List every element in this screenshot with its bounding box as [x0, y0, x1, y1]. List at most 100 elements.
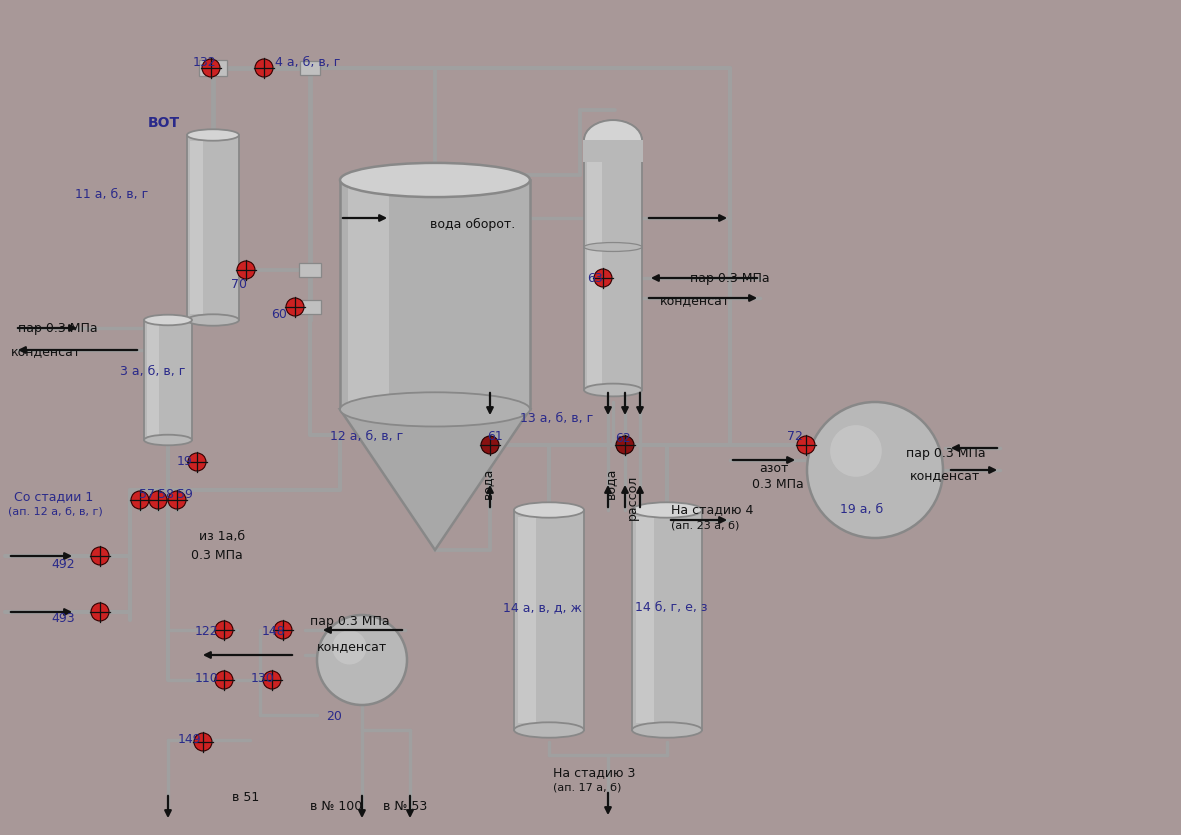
Ellipse shape	[632, 503, 702, 518]
Circle shape	[317, 615, 407, 705]
Text: 72: 72	[787, 430, 803, 443]
Text: 20: 20	[326, 710, 341, 723]
Bar	[583, 140, 642, 162]
Text: пар 0.3 МПа: пар 0.3 МПа	[18, 322, 98, 335]
Circle shape	[168, 491, 185, 509]
Bar	[632, 510, 702, 730]
Text: 122: 122	[195, 625, 218, 638]
Ellipse shape	[514, 722, 583, 737]
Circle shape	[131, 491, 149, 509]
Text: 130: 130	[252, 672, 275, 685]
Circle shape	[188, 453, 205, 471]
Circle shape	[91, 547, 109, 565]
Ellipse shape	[187, 129, 239, 141]
Text: 148: 148	[262, 625, 286, 638]
Bar	[514, 510, 583, 730]
Text: 12 а, б, в, г: 12 а, б, в, г	[329, 430, 403, 443]
Text: вода: вода	[481, 468, 494, 499]
Ellipse shape	[583, 242, 642, 251]
Circle shape	[594, 269, 612, 287]
Bar	[518, 517, 536, 723]
Text: 57: 57	[139, 488, 155, 501]
Text: 149: 149	[178, 733, 202, 746]
Bar	[583, 140, 642, 390]
Text: (ап. 12 а, б, в, г): (ап. 12 а, б, в, г)	[8, 507, 103, 517]
Text: 0.3 МПа: 0.3 МПа	[191, 549, 243, 562]
Circle shape	[215, 671, 233, 689]
Ellipse shape	[144, 435, 193, 445]
Ellipse shape	[583, 383, 642, 397]
Text: азот: азот	[759, 462, 789, 475]
Text: На стадию 4: На стадию 4	[671, 503, 753, 516]
Text: вода оборот.: вода оборот.	[430, 218, 515, 231]
Text: пар 0.3 МПа: пар 0.3 МПа	[690, 272, 770, 285]
Bar	[587, 145, 602, 385]
Bar	[146, 324, 159, 437]
Text: 62: 62	[615, 432, 631, 445]
Text: 14 б, г, е, з: 14 б, г, е, з	[635, 601, 707, 614]
Bar	[347, 185, 390, 404]
Text: (ап. 17 а, б): (ап. 17 а, б)	[553, 782, 621, 792]
Circle shape	[332, 630, 366, 665]
Circle shape	[255, 59, 273, 77]
Circle shape	[215, 621, 233, 639]
Text: Со стадии 1: Со стадии 1	[14, 490, 93, 503]
Text: 61: 61	[487, 430, 503, 443]
Text: конденсат: конденсат	[317, 640, 387, 653]
Text: 19: 19	[177, 455, 193, 468]
Text: конденсат: конденсат	[11, 345, 81, 358]
Text: 19 а, б: 19 а, б	[840, 503, 883, 516]
Circle shape	[237, 261, 255, 279]
Ellipse shape	[340, 163, 530, 197]
Bar	[299, 263, 321, 277]
Bar	[190, 140, 203, 315]
Text: в 51: в 51	[231, 791, 260, 804]
Ellipse shape	[187, 314, 239, 326]
Text: 58: 58	[158, 488, 174, 501]
Text: 60: 60	[270, 308, 287, 321]
Bar	[187, 135, 239, 320]
Circle shape	[616, 436, 634, 454]
Text: 0.3 МПа: 0.3 МПа	[752, 478, 804, 491]
Ellipse shape	[583, 120, 642, 161]
Text: вода: вода	[603, 468, 616, 499]
Text: 132: 132	[193, 56, 216, 69]
Text: 110: 110	[195, 672, 218, 685]
Circle shape	[481, 436, 500, 454]
Ellipse shape	[583, 120, 642, 161]
Text: в № 100: в № 100	[309, 800, 363, 813]
Bar	[637, 517, 654, 723]
Text: На стадию 3: На стадию 3	[553, 766, 635, 779]
Ellipse shape	[514, 503, 583, 518]
Text: 70: 70	[231, 278, 247, 291]
Text: 63: 63	[587, 272, 602, 285]
Bar	[299, 300, 321, 314]
Text: 13 а, б, в, г: 13 а, б, в, г	[520, 412, 593, 425]
Circle shape	[797, 436, 815, 454]
Bar	[200, 60, 227, 76]
Circle shape	[149, 491, 167, 509]
Text: конденсат: конденсат	[911, 469, 980, 482]
Text: (ап. 23 а, б): (ап. 23 а, б)	[671, 520, 739, 530]
Circle shape	[91, 603, 109, 621]
Bar	[144, 320, 193, 440]
Circle shape	[807, 402, 942, 538]
Text: в № 53: в № 53	[383, 800, 428, 813]
Ellipse shape	[144, 315, 193, 326]
Circle shape	[274, 621, 292, 639]
Text: пар 0.3 МПа: пар 0.3 МПа	[309, 615, 390, 628]
Circle shape	[202, 59, 220, 77]
Text: 3 а, б, в, г: 3 а, б, в, г	[120, 365, 185, 378]
Circle shape	[194, 733, 213, 751]
Text: конденсат: конденсат	[660, 294, 730, 307]
Circle shape	[830, 425, 882, 477]
Text: ВОТ: ВОТ	[148, 116, 181, 130]
Ellipse shape	[340, 392, 530, 427]
Text: 59: 59	[177, 488, 193, 501]
Text: из 1а,б: из 1а,б	[200, 530, 246, 543]
Text: 492: 492	[51, 558, 74, 571]
Circle shape	[263, 671, 281, 689]
Text: 4 а, б, в, г: 4 а, б, в, г	[275, 56, 340, 69]
Text: пар 0.3 МПа: пар 0.3 МПа	[906, 447, 986, 460]
Bar	[340, 180, 530, 409]
